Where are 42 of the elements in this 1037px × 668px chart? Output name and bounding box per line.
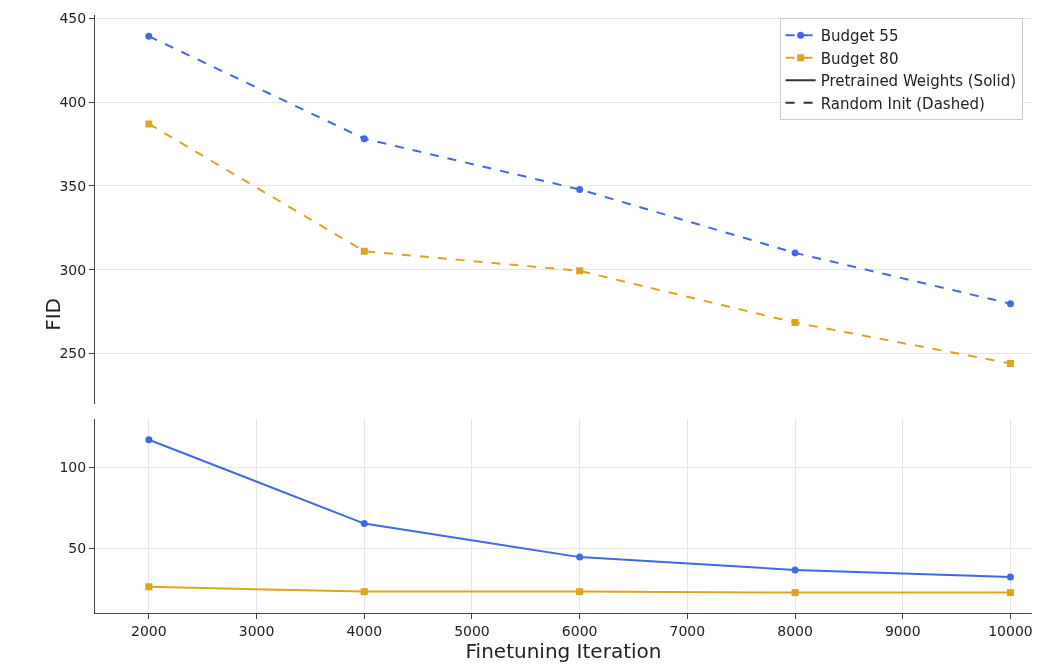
y-tick-label: 400 [59,94,87,111]
x-tick-label: 9000 [884,622,921,639]
x-tick-label: 8000 [777,622,813,639]
x-tick-label: 3000 [238,622,275,639]
legend-label: Budget 80 [820,49,899,68]
point [791,319,799,327]
legend-label: Pretrained Weights (Solid) [820,72,1017,91]
point [360,588,368,596]
x-tick-label: 10000 [988,622,1033,639]
point [360,247,368,255]
y-tick-label: 100 [59,459,87,476]
y-tick-label: 450 [59,10,87,27]
y-tick-label: 250 [59,345,87,362]
x-tick-label: 5000 [454,622,490,639]
point [576,588,584,596]
y-tick-label: 300 [59,261,87,278]
x-tick-label: 4000 [346,622,383,639]
y-tick-label: 50 [68,540,87,557]
point [576,267,584,275]
point [1006,573,1014,581]
legend-label: Random Init (Dashed) [820,94,985,113]
x-tick-label: 7000 [669,622,706,639]
y-axis-title: FID [40,297,65,331]
point [360,135,368,143]
point [145,32,153,40]
point [1006,359,1014,367]
point [791,249,799,257]
point [145,120,153,128]
x-tick-label: 6000 [561,622,598,639]
y-tick-label: 350 [59,177,87,194]
point [145,583,153,591]
x-tick-label: 2000 [131,622,167,639]
point [360,520,368,528]
point [791,566,799,574]
point [576,553,584,561]
point [791,589,799,597]
point [1006,300,1014,308]
legend-label: Budget 55 [820,27,899,46]
x-axis-title: Finetuning Iteration [465,638,662,663]
point [576,185,584,193]
point [1006,589,1014,597]
point [145,436,153,444]
